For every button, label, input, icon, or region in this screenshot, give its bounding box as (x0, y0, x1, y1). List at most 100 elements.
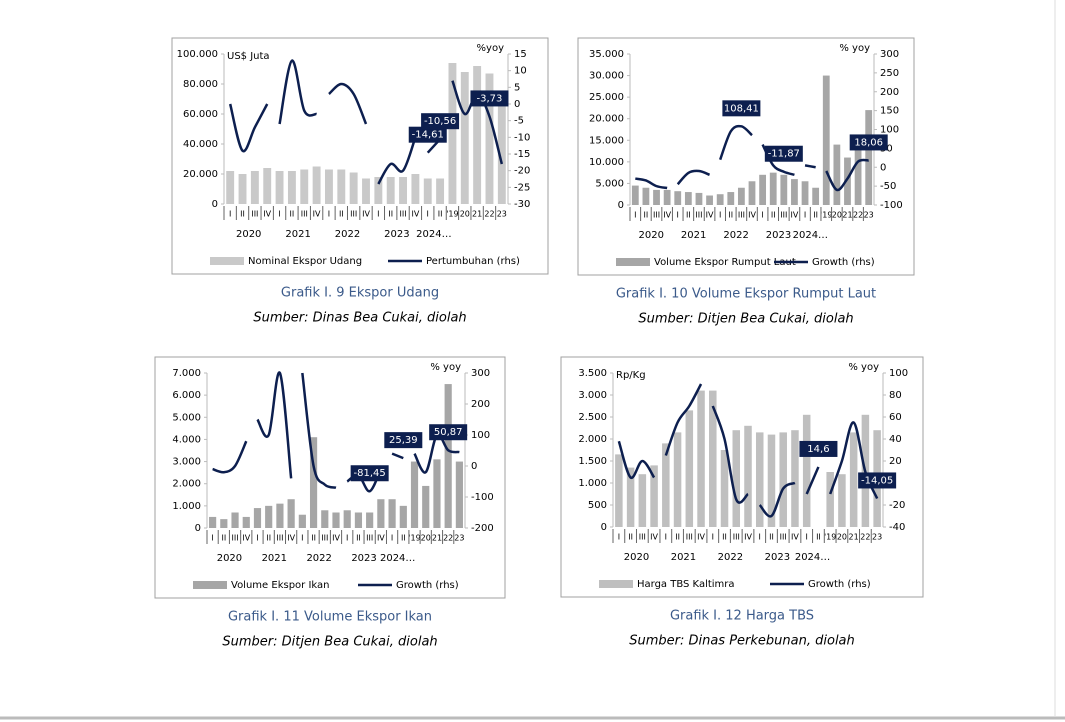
y-tick-label: 2.000 (578, 434, 607, 445)
bar (325, 169, 333, 204)
bar (780, 174, 788, 205)
x-group-label: 2022 (723, 230, 748, 241)
line (256, 371, 293, 479)
y-tick-label: 5.000 (172, 412, 201, 423)
y-tick-label: 1.000 (172, 501, 201, 512)
y2-tick-label: 250 (880, 68, 899, 79)
y2-tick-label: -25 (514, 182, 530, 193)
bar (354, 512, 363, 528)
x-tick-label: II (356, 534, 361, 543)
x-tick-label: 23 (872, 533, 882, 542)
chart-caption: Grafik I. 11 Volume Ekspor Ikan (228, 610, 432, 625)
x-tick-label: 20 (460, 210, 470, 219)
bar (411, 174, 420, 204)
x-tick-label: II (438, 210, 443, 219)
legend-swatch (599, 580, 633, 588)
y2-tick-label: 150 (880, 106, 899, 117)
bar (238, 174, 247, 204)
x-tick-label: I (346, 534, 348, 543)
bar (386, 177, 395, 204)
x-tick-label: II (388, 210, 393, 219)
x-tick-label: IV (313, 210, 321, 219)
x-tick-label: III (780, 533, 787, 542)
bar (720, 450, 729, 527)
value-label: 25,39 (389, 435, 418, 446)
x-tick-label: II (644, 211, 649, 220)
value-label-box (799, 440, 838, 457)
x-tick-label: 21 (849, 533, 859, 542)
bar (744, 425, 752, 527)
x-tick-label: II (728, 211, 733, 220)
bar (399, 177, 407, 204)
legend-label: Volume Ekspor Rumput Laut (654, 257, 796, 268)
chart-caption: Grafik I. 9 Ekspor Udang (281, 286, 439, 301)
x-tick-label: IV (791, 533, 799, 542)
bar (737, 187, 745, 205)
bar (298, 514, 306, 528)
x-group-label: 2021 (681, 230, 706, 241)
y-tick-label: 20.000 (183, 169, 218, 180)
value-label-box (384, 432, 423, 449)
legend-swatch (210, 257, 244, 265)
x-tick-label: II (628, 533, 633, 542)
y-tick-label: 0 (618, 200, 624, 211)
bar (366, 512, 374, 528)
value-label: 108,41 (724, 103, 759, 114)
x-tick-label: I (665, 533, 667, 542)
bar (321, 510, 329, 528)
bar (638, 474, 647, 527)
x-tick-label: 23 (497, 210, 507, 219)
x-tick-label: III (232, 534, 239, 543)
bar (844, 157, 851, 205)
y-tick-label: 3.000 (172, 457, 201, 468)
value-label-box (849, 134, 888, 151)
value-label-box (350, 465, 389, 482)
value-label: -81,45 (354, 468, 386, 479)
bar (769, 172, 777, 205)
line (711, 405, 749, 504)
x-tick-label: II (816, 533, 821, 542)
bar (695, 192, 703, 205)
bar (822, 75, 830, 205)
chart-caption: Grafik I. 12 Harga TBS (670, 609, 814, 624)
y-tick-label: 7.000 (172, 368, 201, 379)
x-tick-label: IV (706, 211, 714, 220)
x-tick-label: III (350, 210, 357, 219)
bar (838, 474, 846, 527)
y2-tick-label: 10 (514, 66, 527, 77)
y-tick-label: 500 (588, 500, 607, 511)
y2-tick-label: 100 (889, 368, 908, 379)
bar (663, 189, 671, 205)
legend-swatch (193, 581, 227, 589)
bar (849, 432, 858, 527)
chart-source: Sumber: Dinas Perkebunan, diolah (629, 634, 855, 649)
x-tick-label: I (759, 533, 761, 542)
x-tick-label: I (761, 211, 763, 220)
x-tick-label: '19 (408, 534, 420, 543)
chart-source: Sumber: Dinas Bea Cukai, diolah (253, 311, 466, 326)
y2-tick-label: -100 (880, 200, 903, 211)
y2-tick-label: 300 (471, 368, 490, 379)
x-tick-label: I (618, 533, 620, 542)
value-label: -14,05 (861, 475, 893, 486)
y-tick-label: 3.000 (578, 390, 607, 401)
bar (231, 512, 239, 528)
x-tick-label: I (804, 211, 806, 220)
value-label: 50,87 (434, 427, 463, 438)
x-tick-label: 22 (853, 211, 863, 220)
y-tick-label: 60.000 (183, 109, 218, 120)
bar (436, 178, 445, 204)
x-tick-label: 20 (832, 211, 842, 220)
bar (833, 144, 841, 205)
y2-tick-label: 0 (880, 162, 886, 173)
x-tick-label: IV (791, 211, 799, 220)
x-tick-label: IV (744, 533, 752, 542)
bar (732, 430, 741, 527)
y-tick-label: 20.000 (589, 114, 624, 125)
x-tick-label: IV (411, 210, 419, 219)
line (758, 481, 796, 518)
bar (250, 171, 259, 204)
legend-label: Volume Ekspor Ikan (231, 580, 329, 591)
y2-tick-label: 0 (514, 99, 520, 110)
